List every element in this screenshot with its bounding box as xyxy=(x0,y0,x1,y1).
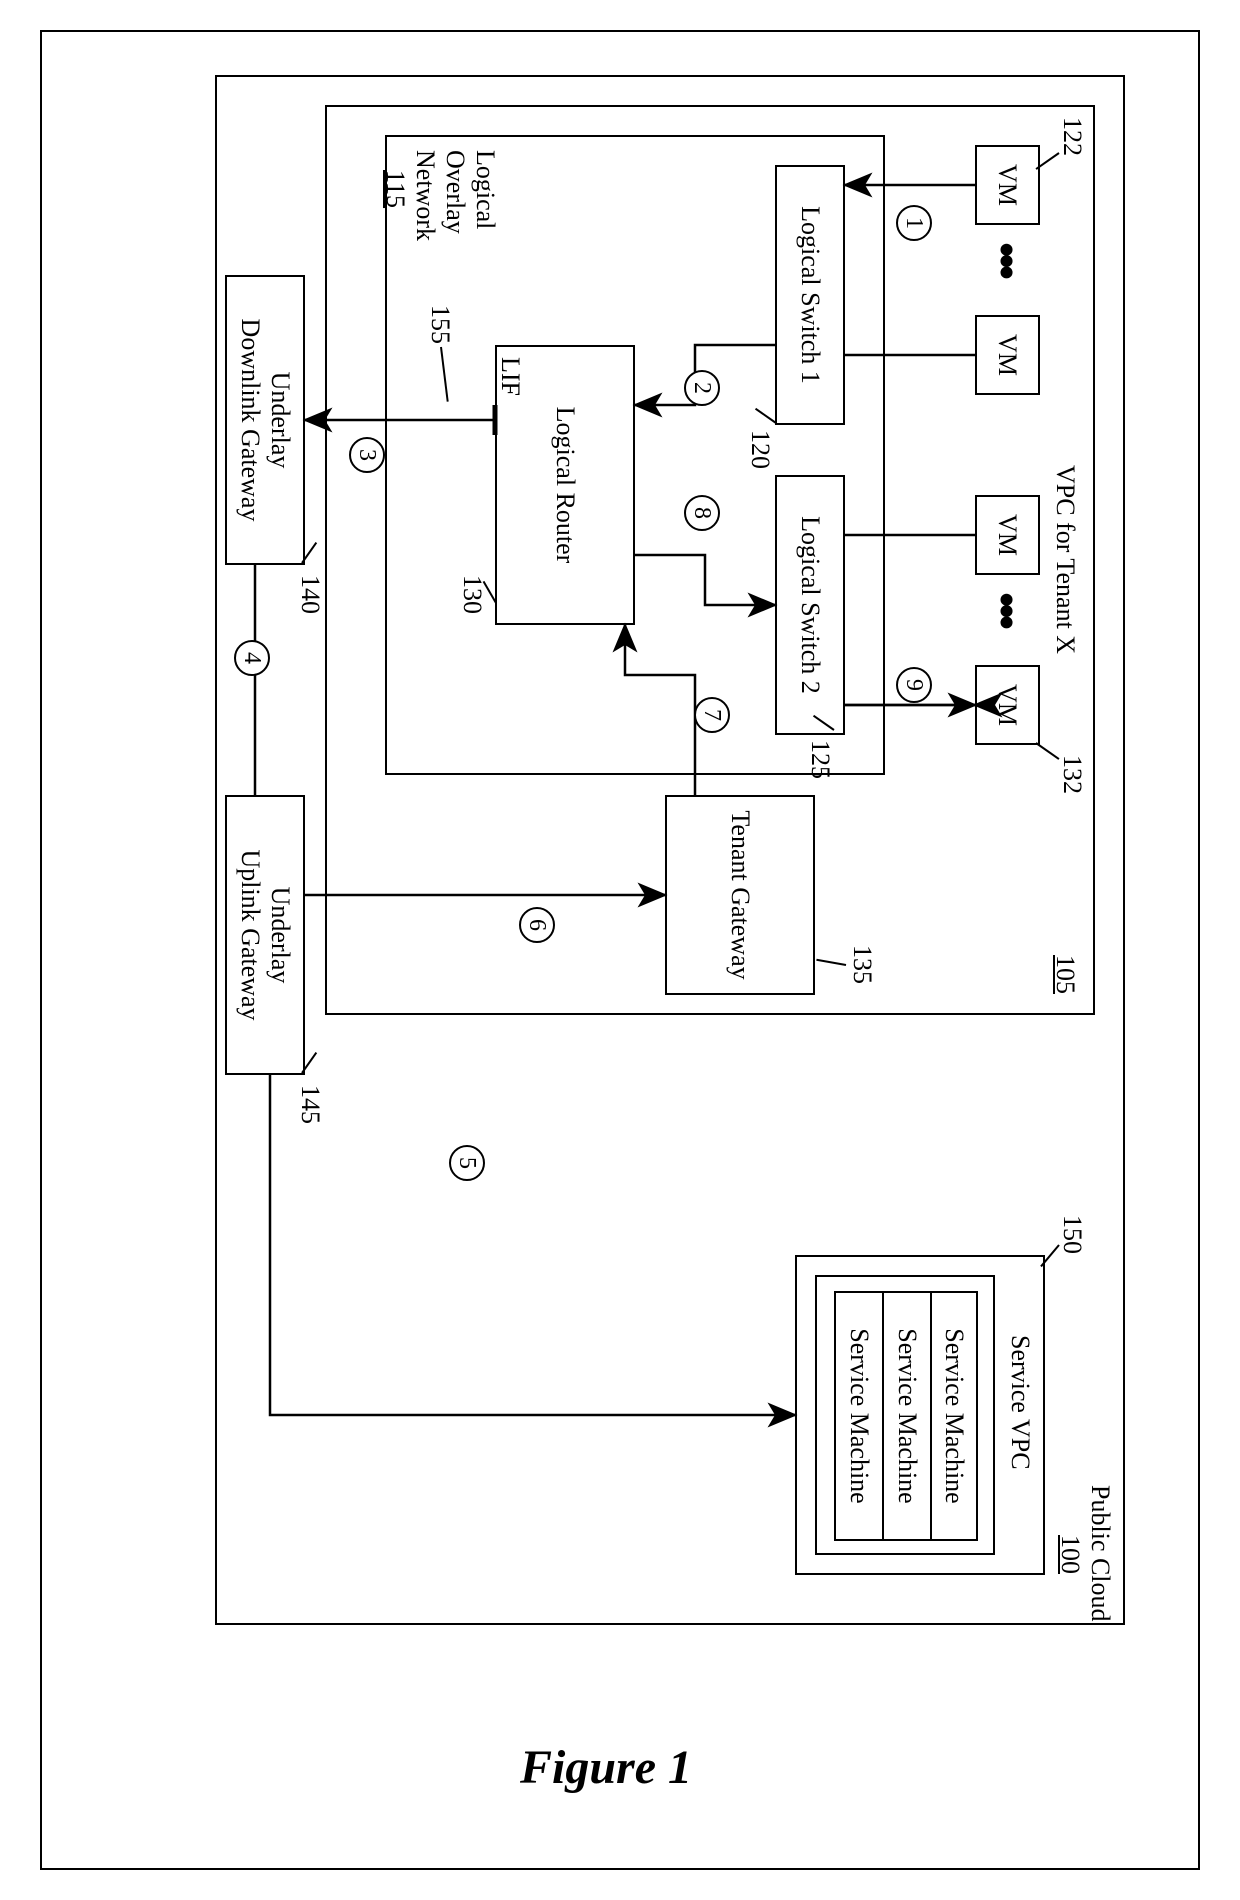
vm-b-label: VM xyxy=(993,334,1023,376)
ref-120: 120 xyxy=(745,430,775,469)
router-label: Logical Router xyxy=(550,407,580,564)
logical-switch-2: Logical Switch 2 xyxy=(775,475,845,735)
underlay-uplink-gateway: Underlay Uplink Gateway xyxy=(225,795,305,1075)
ref-155-text: 155 xyxy=(426,305,455,344)
vm-c: VM xyxy=(975,495,1040,575)
vm-122: VM xyxy=(975,145,1040,225)
service-vpc-inner: Service Machine Service Machine Service … xyxy=(815,1275,995,1555)
underlay-downlink-gateway: Underlay Downlink Gateway xyxy=(225,275,305,565)
tenant-vpc-ref: 105 xyxy=(1050,955,1080,994)
tenant-gateway: Tenant Gateway xyxy=(665,795,815,995)
svc-machine-1: Service Machine xyxy=(882,1291,930,1541)
ref-125: 125 xyxy=(805,740,835,779)
step-8-num: 8 xyxy=(689,507,716,519)
ref-120-text: 120 xyxy=(746,430,775,469)
step-4: 4 xyxy=(234,640,270,676)
logical-overlay-label: Logical Overlay Network xyxy=(410,150,500,241)
ref-145: 145 xyxy=(295,1085,325,1124)
vm-122-label: VM xyxy=(993,164,1023,206)
ref-125-text: 125 xyxy=(806,740,835,779)
step-2-num: 2 xyxy=(689,382,716,394)
uu-gw-label: Underlay Uplink Gateway xyxy=(235,849,295,1020)
step-3-num: 3 xyxy=(354,449,381,461)
figure-caption: Figure 1 xyxy=(520,1740,692,1795)
logical-overlay-ref: 115 xyxy=(380,170,410,208)
step-6: 6 xyxy=(519,907,555,943)
public-cloud-ref: 100 xyxy=(1055,1535,1085,1574)
diagram-stage: Public Cloud 100 VPC for Tenant X 105 VM… xyxy=(115,75,1125,1625)
tenant-gateway-label: Tenant Gateway xyxy=(725,810,755,979)
ref-155: 155 xyxy=(425,305,455,344)
ref-132-text: 132 xyxy=(1058,755,1087,794)
step-9: 9 xyxy=(896,667,932,703)
dots-2: ••• xyxy=(981,592,1032,626)
ref-122-text: 122 xyxy=(1058,117,1087,156)
svc-machine-2: Service Machine xyxy=(834,1291,882,1541)
vm-b: VM xyxy=(975,315,1040,395)
ls1-label: Logical Switch 1 xyxy=(795,206,825,384)
step-3: 3 xyxy=(349,437,385,473)
svc-m2: Service Machine xyxy=(844,1328,874,1503)
vm-132-label: VM xyxy=(993,684,1023,726)
step-1: 1 xyxy=(896,205,932,241)
tenant-vpc-label: VPC for Tenant X xyxy=(1050,465,1080,654)
ref-132: 132 xyxy=(1057,755,1087,794)
step-6-num: 6 xyxy=(524,919,551,931)
step-7: 7 xyxy=(694,697,730,733)
ref-135-text: 135 xyxy=(848,945,877,984)
step-1-num: 1 xyxy=(901,217,928,229)
ref-140: 140 xyxy=(295,575,325,614)
ref-150-text: 150 xyxy=(1058,1215,1087,1254)
step-2: 2 xyxy=(684,370,720,406)
diagram-rotated: Public Cloud 100 VPC for Tenant X 105 VM… xyxy=(0,345,1240,1355)
step-7-num: 7 xyxy=(699,709,726,721)
step-5-num: 5 xyxy=(454,1157,481,1169)
public-cloud-label: Public Cloud xyxy=(1085,1485,1115,1622)
service-vpc-label: Service VPC xyxy=(1005,1335,1035,1470)
svc-m0: Service Machine xyxy=(939,1328,969,1503)
logical-switch-1: Logical Switch 1 xyxy=(775,165,845,425)
ref-135: 135 xyxy=(847,945,877,984)
svc-m1: Service Machine xyxy=(892,1328,922,1503)
vm-132: VM xyxy=(975,665,1040,745)
step-4-num: 4 xyxy=(239,652,266,664)
vm-c-label: VM xyxy=(993,514,1023,556)
ref-122: 122 xyxy=(1057,117,1087,156)
ref-140-text: 140 xyxy=(296,575,325,614)
lif-label: LIF xyxy=(495,357,525,396)
svc-machine-0: Service Machine xyxy=(930,1291,978,1541)
ref-145-text: 145 xyxy=(296,1085,325,1124)
step-8: 8 xyxy=(684,495,720,531)
step-5: 5 xyxy=(449,1145,485,1181)
ref-150: 150 xyxy=(1057,1215,1087,1254)
dots-1: ••• xyxy=(981,242,1032,276)
ls2-label: Logical Switch 2 xyxy=(795,516,825,694)
step-9-num: 9 xyxy=(901,679,928,691)
ud-gw-label: Underlay Downlink Gateway xyxy=(235,319,295,522)
